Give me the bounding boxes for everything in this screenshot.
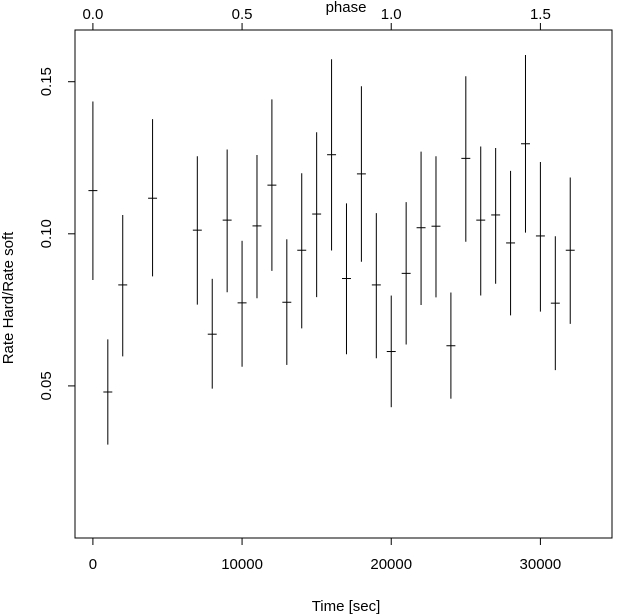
data-point [327, 59, 337, 251]
data-points [88, 54, 575, 445]
data-point [401, 202, 411, 345]
data-point [222, 149, 232, 293]
data-point [386, 295, 396, 408]
x-tick-label: 20000 [370, 556, 412, 573]
x-axis-label: Time [sec] [312, 598, 381, 615]
data-point [237, 240, 247, 367]
y-tick-label: 0.10 [38, 219, 55, 248]
data-point [267, 99, 277, 271]
data-point [461, 76, 471, 242]
x-axis: 0 10000 20000 30000 [89, 538, 562, 573]
y-axis-label: Rate Hard/Rate soft [0, 231, 17, 364]
data-point [207, 278, 217, 389]
x2-axis-label: phase [326, 0, 367, 16]
data-point [491, 148, 501, 284]
data-point [521, 54, 530, 233]
data-point [446, 292, 456, 399]
data-point [342, 203, 351, 355]
data-point [371, 213, 381, 359]
data-point [565, 177, 575, 324]
x-tick-label: 30000 [520, 556, 562, 573]
x2-axis: 0.0 0.5 1.0 1.5 [82, 6, 551, 30]
x2-tick-label: 1.0 [381, 6, 402, 23]
y-tick-label: 0.05 [38, 371, 55, 400]
data-point [506, 170, 516, 316]
data-point [118, 214, 128, 357]
data-point [252, 155, 262, 299]
data-point [148, 119, 158, 277]
data-point [282, 239, 292, 365]
data-point [476, 146, 486, 296]
data-point [88, 101, 98, 281]
y-tick-label: 0.15 [38, 67, 55, 96]
data-point [312, 132, 322, 298]
x2-tick-label: 0.5 [232, 6, 253, 23]
data-point [192, 156, 202, 305]
y-axis: 0.05 0.10 0.15 [38, 67, 75, 401]
data-point [356, 86, 366, 262]
data-point [535, 162, 545, 312]
data-point [297, 173, 307, 329]
data-point [416, 151, 426, 305]
x2-tick-label: 1.5 [530, 6, 551, 23]
data-point [103, 339, 113, 445]
data-point [431, 156, 441, 298]
x-tick-label: 10000 [221, 556, 263, 573]
x-tick-label: 0 [89, 556, 97, 573]
plot-frame [74, 29, 613, 539]
data-point [550, 236, 560, 371]
x2-tick-label: 0.0 [82, 6, 103, 23]
